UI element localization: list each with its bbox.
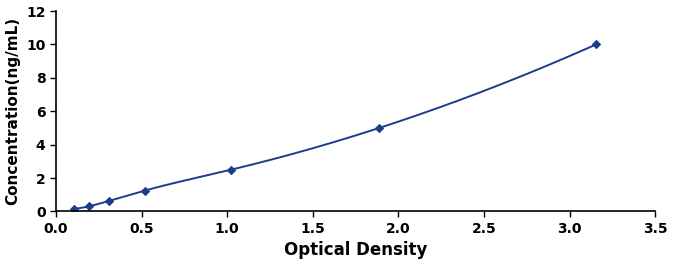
X-axis label: Optical Density: Optical Density: [284, 241, 427, 259]
Y-axis label: Concentration(ng/mL): Concentration(ng/mL): [5, 17, 21, 205]
